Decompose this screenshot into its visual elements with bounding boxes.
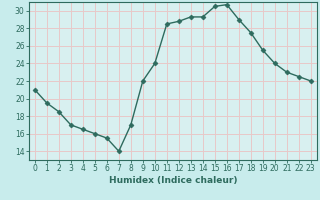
X-axis label: Humidex (Indice chaleur): Humidex (Indice chaleur): [108, 176, 237, 185]
